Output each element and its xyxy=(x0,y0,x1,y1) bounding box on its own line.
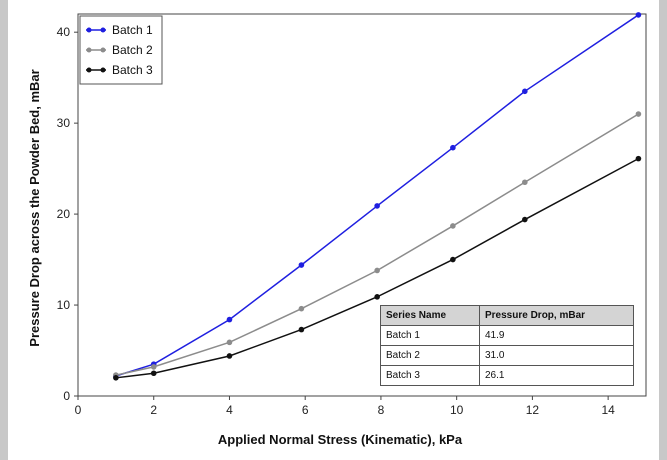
x-tick-label: 12 xyxy=(526,403,540,417)
table-row: Batch 3 26.1 xyxy=(380,365,634,386)
data-point-batch-2 xyxy=(635,111,642,117)
legend-label-batch-2: Batch 2 xyxy=(112,43,153,57)
data-point-batch-2 xyxy=(374,267,380,274)
data-point-batch-3 xyxy=(522,216,528,223)
data-point-batch-1 xyxy=(298,262,305,268)
y-tick-label: 20 xyxy=(57,207,71,221)
x-tick-label: 0 xyxy=(75,403,82,417)
x-tick-label: 10 xyxy=(450,403,464,417)
series-layer xyxy=(113,12,642,381)
plot-area-border xyxy=(77,13,647,397)
legend-marker-batch-1 xyxy=(100,27,106,33)
table-header-row: Series Name Pressure Drop, mBar xyxy=(380,305,634,326)
x-tick-label: 4 xyxy=(226,403,233,417)
table-row: Batch 2 31.0 xyxy=(380,345,634,366)
series-line-batch-3 xyxy=(115,157,639,379)
y-axis-title: Pressure Drop across the Powder Bed, mBa… xyxy=(27,69,42,346)
data-point-batch-3 xyxy=(450,256,456,263)
legend-marker-batch-2 xyxy=(100,47,106,53)
data-point-batch-2 xyxy=(226,339,233,346)
y-tick-label: 40 xyxy=(57,25,71,39)
x-axis-title: Applied Normal Stress (Kinematic), kPa xyxy=(218,432,463,447)
data-point-batch-2 xyxy=(522,179,528,186)
table-cell-value: 31.0 xyxy=(479,345,634,366)
data-point-batch-2 xyxy=(450,223,456,229)
x-tick-label: 14 xyxy=(601,403,615,417)
table-header-pressure-drop: Pressure Drop, mBar xyxy=(479,305,634,326)
series-line-batch-1 xyxy=(115,14,639,377)
table-cell-series: Batch 2 xyxy=(380,345,480,366)
y-tick-label: 0 xyxy=(63,389,70,403)
data-point-batch-1 xyxy=(450,144,456,151)
axes: 0 2 4 6 8 10 12 14 0 10 20 30 40 xyxy=(57,13,647,417)
legend-marker-batch-3 xyxy=(86,67,92,73)
data-point-batch-1 xyxy=(522,88,528,95)
table-row: Batch 1 41.9 xyxy=(380,325,634,346)
summary-table: Series Name Pressure Drop, mBar Batch 1 … xyxy=(380,305,634,386)
legend: Batch 1 Batch 2 Batch 3 xyxy=(79,15,163,85)
data-point-batch-1 xyxy=(374,203,380,209)
data-point-batch-3 xyxy=(374,294,380,300)
data-point-batch-3 xyxy=(635,155,642,162)
data-point-batch-3 xyxy=(298,326,305,333)
legend-marker-batch-3 xyxy=(100,67,106,73)
table-cell-series: Batch 1 xyxy=(380,325,480,346)
legend-marker-batch-2 xyxy=(86,47,92,53)
y-tick-label: 10 xyxy=(57,298,71,312)
data-point-batch-3 xyxy=(113,375,119,381)
table-header-series-name: Series Name xyxy=(380,305,480,326)
legend-marker-batch-1 xyxy=(86,27,92,33)
y-tick-label: 30 xyxy=(57,116,71,130)
data-point-batch-1 xyxy=(635,12,642,18)
data-point-batch-3 xyxy=(226,353,233,359)
x-tick-label: 8 xyxy=(378,403,385,417)
table-cell-value: 26.1 xyxy=(479,365,634,386)
series-line-batch-2 xyxy=(115,113,639,376)
table-cell-series: Batch 3 xyxy=(380,365,480,386)
legend-label-batch-1: Batch 1 xyxy=(112,23,153,37)
pressure-drop-table: Series Name Pressure Drop, mBar Batch 1 … xyxy=(380,305,634,386)
data-point-batch-3 xyxy=(150,370,157,377)
x-tick-label: 6 xyxy=(302,403,309,417)
x-tick-label: 2 xyxy=(150,403,157,417)
legend-label-batch-3: Batch 3 xyxy=(112,63,153,77)
data-point-batch-2 xyxy=(298,305,305,312)
table-cell-value: 41.9 xyxy=(479,325,634,346)
data-point-batch-2 xyxy=(150,364,157,370)
data-point-batch-1 xyxy=(226,316,233,323)
